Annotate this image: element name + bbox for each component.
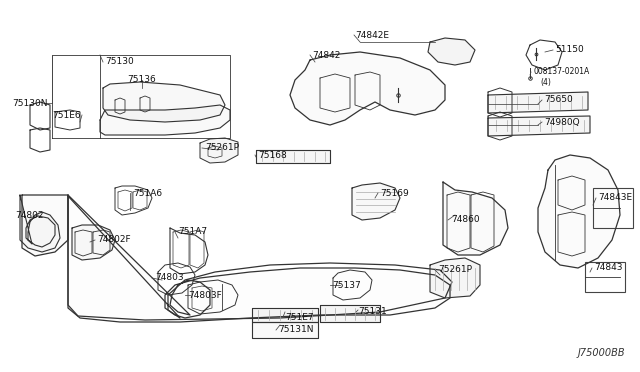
Text: 751E7: 751E7 — [285, 312, 314, 321]
Polygon shape — [20, 195, 60, 252]
Text: 75261P: 75261P — [438, 266, 472, 275]
Text: 74802: 74802 — [15, 211, 44, 219]
Polygon shape — [428, 38, 475, 65]
Text: 51150: 51150 — [555, 45, 584, 55]
Text: 751E6: 751E6 — [52, 110, 81, 119]
Text: 751A7: 751A7 — [178, 228, 207, 237]
Text: (4): (4) — [540, 77, 551, 87]
Polygon shape — [320, 305, 380, 322]
Text: 75131: 75131 — [358, 308, 387, 317]
Text: 74860: 74860 — [451, 215, 479, 224]
Polygon shape — [443, 182, 508, 255]
Polygon shape — [100, 105, 230, 135]
Text: 75168: 75168 — [258, 151, 287, 160]
Text: 008137-0201A: 008137-0201A — [533, 67, 589, 77]
Text: 75137: 75137 — [332, 280, 361, 289]
Bar — [593, 188, 633, 228]
Polygon shape — [72, 225, 115, 260]
Polygon shape — [200, 138, 238, 163]
Polygon shape — [252, 308, 318, 322]
Text: 75261P: 75261P — [205, 144, 239, 153]
Text: 74843: 74843 — [594, 263, 623, 273]
Text: 74802F: 74802F — [97, 235, 131, 244]
Polygon shape — [103, 82, 225, 122]
Polygon shape — [290, 52, 445, 125]
Polygon shape — [488, 92, 588, 113]
Polygon shape — [68, 195, 450, 322]
Text: 74843E: 74843E — [598, 193, 632, 202]
Text: 74803: 74803 — [155, 273, 184, 282]
Polygon shape — [256, 150, 330, 163]
Polygon shape — [488, 116, 590, 136]
Polygon shape — [430, 258, 480, 298]
Text: 75131N: 75131N — [278, 326, 314, 334]
Text: 75136: 75136 — [127, 76, 156, 84]
Text: J75000BB: J75000BB — [577, 348, 625, 358]
Polygon shape — [352, 183, 400, 220]
Polygon shape — [252, 322, 318, 338]
Text: 75650: 75650 — [544, 96, 573, 105]
Text: 751A6: 751A6 — [133, 189, 162, 198]
Text: 75169: 75169 — [380, 189, 409, 198]
Text: 75130: 75130 — [105, 58, 134, 67]
Text: 74842: 74842 — [312, 51, 340, 60]
Text: 74980Q: 74980Q — [544, 118, 580, 126]
Polygon shape — [538, 155, 620, 268]
Text: 75130N: 75130N — [12, 99, 47, 108]
Text: 74842E: 74842E — [355, 31, 389, 39]
Polygon shape — [22, 195, 68, 256]
Text: 74803F: 74803F — [188, 291, 221, 299]
Bar — [585, 262, 625, 292]
